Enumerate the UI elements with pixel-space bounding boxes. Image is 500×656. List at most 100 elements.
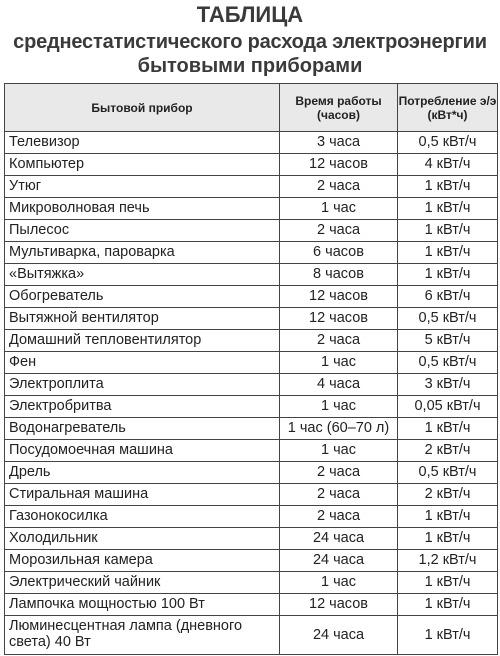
cell-consumption: 3 кВт/ч (397, 373, 498, 396)
cell-time: 1 час (279, 197, 398, 220)
cell-device: Обогреватель (4, 285, 280, 308)
cell-time: 2 часа (279, 483, 398, 506)
cell-consumption: 0,5 кВт/ч (397, 351, 498, 374)
table-row: «Вытяжка» 8 часов 1 кВт/ч (4, 263, 498, 286)
cell-time: 12 часов (279, 285, 398, 308)
table-row: Электрический чайник 1 час 1 кВт/ч (4, 571, 498, 594)
cell-time: 1 час (279, 395, 398, 418)
cell-device: Компьютер (4, 153, 280, 176)
cell-device: Водонагреватель (4, 417, 280, 440)
cell-device: Микроволновая печь (4, 197, 280, 220)
table-row: Водонагреватель 1 час (60–70 л) 1 кВт/ч (4, 417, 498, 440)
consumption-table: Бытовой прибор Время работы (часов) Потр… (4, 83, 498, 655)
cell-consumption: 1 кВт/ч (397, 197, 498, 220)
cell-consumption: 1 кВт/ч (397, 241, 498, 264)
page-subtitle-line2: бытовыми приборами (137, 55, 363, 77)
table-row: Газонокосилка 2 часа 1 кВт/ч (4, 505, 498, 528)
cell-time: 1 час (60–70 л) (279, 417, 398, 440)
cell-device: Люминесцентная лампа (дневного света) 40… (4, 615, 280, 655)
cell-device: Вытяжной вентилятор (4, 307, 280, 330)
cell-time: 2 часа (279, 329, 398, 352)
table-row: Вытяжной вентилятор 12 часов 0,5 кВт/ч (4, 307, 498, 330)
table-row: Фен 1 час 0,5 кВт/ч (4, 351, 498, 374)
cell-device: Утюг (4, 175, 280, 198)
cell-time: 2 часа (279, 461, 398, 484)
cell-device: Морозильная камера (4, 549, 280, 572)
table-header-row: Бытовой прибор Время работы (часов) Потр… (4, 83, 498, 132)
cell-device: Электроплита (4, 373, 280, 396)
cell-consumption: 1 кВт/ч (397, 175, 498, 198)
cell-consumption: 5 кВт/ч (397, 329, 498, 352)
table-row: Люминесцентная лампа (дневного света) 40… (4, 615, 498, 655)
cell-consumption: 1 кВт/ч (397, 593, 498, 616)
table-row: Мультиварка, пароварка 6 часов 1 кВт/ч (4, 241, 498, 264)
cell-consumption: 1 кВт/ч (397, 417, 498, 440)
table-row: Электроплита 4 часа 3 кВт/ч (4, 373, 498, 396)
cell-consumption: 4 кВт/ч (397, 153, 498, 176)
cell-time: 2 часа (279, 175, 398, 198)
table-row: Холодильник 24 часа 1 кВт/ч (4, 527, 498, 550)
cell-consumption: 1,2 кВт/ч (397, 549, 498, 572)
table-row: Утюг 2 часа 1 кВт/ч (4, 175, 498, 198)
cell-device: Электрический чайник (4, 571, 280, 594)
cell-consumption: 1 кВт/ч (397, 505, 498, 528)
page-subtitle-line1: среднестатистического расхода электроэне… (13, 31, 487, 53)
cell-device: Мультиварка, пароварка (4, 241, 280, 264)
cell-consumption: 0,05 кВт/ч (397, 395, 498, 418)
table-row: Домашний тепловентилятор 2 часа 5 кВт/ч (4, 329, 498, 352)
table-body: Телевизор 3 часа 0,5 кВт/ч Компьютер 12 часо… (4, 131, 498, 655)
cell-consumption: 1 кВт/ч (397, 263, 498, 286)
table-row: Стиральная машина 2 часа 2 кВт/ч (4, 483, 498, 506)
cell-time: 6 часов (279, 241, 398, 264)
cell-consumption: 1 кВт/ч (397, 615, 498, 655)
cell-time: 4 часа (279, 373, 398, 396)
column-header-device: Бытовой прибор (4, 83, 280, 132)
table-row: Телевизор 3 часа 0,5 кВт/ч (4, 131, 498, 154)
cell-time: 8 часов (279, 263, 398, 286)
cell-device: Дрель (4, 461, 280, 484)
cell-time: 24 часа (279, 549, 398, 572)
cell-consumption: 1 кВт/ч (397, 571, 498, 594)
table-row: Электробритва 1 час 0,05 кВт/ч (4, 395, 498, 418)
page-title: ТАБЛИЦА (196, 2, 304, 27)
cell-time: 2 часа (279, 505, 398, 528)
cell-time: 1 час (279, 439, 398, 462)
cell-device: Газонокосилка (4, 505, 280, 528)
cell-device: Стиральная машина (4, 483, 280, 506)
table-row: Обогреватель 12 часов 6 кВт/ч (4, 285, 498, 308)
cell-consumption: 2 кВт/ч (397, 439, 498, 462)
cell-consumption: 2 кВт/ч (397, 483, 498, 506)
column-header-consumption: Потребление э/э (кВт*ч) (397, 83, 498, 132)
table-row: Микроволновая печь 1 час 1 кВт/ч (4, 197, 498, 220)
cell-time: 3 часа (279, 131, 398, 154)
cell-consumption: 0,5 кВт/ч (397, 307, 498, 330)
cell-device: «Вытяжка» (4, 263, 280, 286)
cell-consumption: 6 кВт/ч (397, 285, 498, 308)
cell-device: Телевизор (4, 131, 280, 154)
column-header-time: Время работы (часов) (279, 83, 398, 132)
cell-consumption: 0,5 кВт/ч (397, 461, 498, 484)
cell-device: Пылесос (4, 219, 280, 242)
cell-time: 24 часа (279, 615, 398, 655)
cell-device: Лампочка мощностью 100 Вт (4, 593, 280, 616)
table-row: Морозильная камера 24 часа 1,2 кВт/ч (4, 549, 498, 572)
cell-device: Посудомоечная машина (4, 439, 280, 462)
cell-time: 1 час (279, 571, 398, 594)
table-row: Посудомоечная машина 1 час 2 кВт/ч (4, 439, 498, 462)
cell-time: 12 часов (279, 307, 398, 330)
cell-time: 12 часов (279, 153, 398, 176)
table-row: Компьютер 12 часов 4 кВт/ч (4, 153, 498, 176)
cell-time: 1 час (279, 351, 398, 374)
cell-device: Электробритва (4, 395, 280, 418)
cell-device: Домашний тепловентилятор (4, 329, 280, 352)
cell-consumption: 1 кВт/ч (397, 527, 498, 550)
cell-consumption: 0,5 кВт/ч (397, 131, 498, 154)
table-row: Пылесос 2 часа 1 кВт/ч (4, 219, 498, 242)
table-row: Лампочка мощностью 100 Вт 12 часов 1 кВт/ч (4, 593, 498, 616)
cell-consumption: 1 кВт/ч (397, 219, 498, 242)
cell-device: Фен (4, 351, 280, 374)
cell-time: 12 часов (279, 593, 398, 616)
cell-time: 24 часа (279, 527, 398, 550)
table-row: Дрель 2 часа 0,5 кВт/ч (4, 461, 498, 484)
cell-time: 2 часа (279, 219, 398, 242)
